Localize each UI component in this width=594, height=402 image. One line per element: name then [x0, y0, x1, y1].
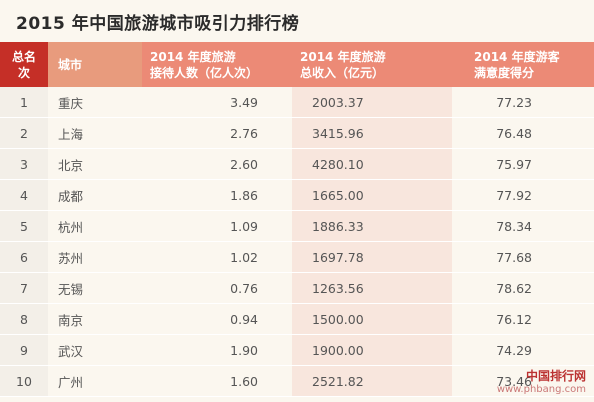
column-header-3: 2014 年度旅游 总收入（亿元） — [292, 42, 452, 87]
table-cell: 1.86 — [142, 179, 292, 211]
table-cell: 78.62 — [452, 272, 594, 304]
table-cell: 1900.00 — [292, 334, 452, 366]
table-cell: 2 — [0, 117, 48, 149]
column-header-1: 城市 — [48, 42, 142, 87]
table-row: 2 上海 2.76 3415.96 76.48 — [0, 117, 594, 149]
table-cell: 78.34 — [452, 210, 594, 242]
table-cell: 上海 — [48, 117, 142, 149]
table-cell: 0.76 — [142, 272, 292, 304]
table-cell: 2.60 — [142, 148, 292, 180]
table-row: 5 杭州 1.09 1886.33 78.34 — [0, 210, 594, 242]
table-cell: 1.09 — [142, 210, 292, 242]
table-cell: 3.49 — [142, 87, 292, 118]
table-row: 7 无锡 0.76 1263.56 78.62 — [0, 272, 594, 304]
table-cell: 9 — [0, 334, 48, 366]
table-cell: 75.97 — [452, 148, 594, 180]
table-cell: 76.48 — [452, 117, 594, 149]
table-cell: 0.94 — [142, 303, 292, 335]
table-cell: 南京 — [48, 303, 142, 335]
column-header-line: 2014 年度旅游 — [150, 49, 236, 64]
column-header-line: 总名 — [11, 49, 36, 64]
table-header-row: 总名次城市 2014 年度旅游 接待人数（亿人次） 2014 年度旅游 总收入（亿元） 2… — [0, 42, 594, 87]
column-header-2: 2014 年度旅游 接待人数（亿人次） — [142, 42, 292, 87]
table-cell: 77.92 — [452, 179, 594, 211]
table-cell: 6 — [0, 241, 48, 273]
table-cell: 1 — [0, 87, 48, 118]
column-header-0: 总名次 — [0, 42, 48, 87]
table-cell: 77.68 — [452, 241, 594, 273]
table-cell: 北京 — [48, 148, 142, 180]
table-cell: 3415.96 — [292, 117, 452, 149]
table-row: 8 南京 0.94 1500.00 76.12 — [0, 303, 594, 335]
table-cell: 73.46 — [452, 365, 594, 397]
table-body: 1 重庆 3.49 2003.37 77.23 2 上海 2.76 3415.96 76.48 3 北… — [0, 87, 594, 397]
table-row: 1 重庆 3.49 2003.37 77.23 — [0, 87, 594, 118]
watermark: 中国排行网 www.phbang.com — [497, 370, 586, 396]
watermark-line1: 中国排行网 — [525, 369, 586, 383]
table-cell: 7 — [0, 272, 48, 304]
table-row: 3 北京 2.60 4280.10 75.97 — [0, 148, 594, 180]
ranking-table: 总名次城市 2014 年度旅游 接待人数（亿人次） 2014 年度旅游 总收入（亿元） 2… — [0, 42, 594, 397]
table-cell: 2521.82 — [292, 365, 452, 397]
table-cell: 76.12 — [452, 303, 594, 335]
table-cell: 杭州 — [48, 210, 142, 242]
column-header-line: 满意度得分 — [474, 65, 535, 80]
table-cell: 重庆 — [48, 87, 142, 118]
table-cell: 无锡 — [48, 272, 142, 304]
table-cell: 1263.56 — [292, 272, 452, 304]
table-cell: 8 — [0, 303, 48, 335]
column-header-line: 2014 年度游客 — [474, 49, 560, 64]
chart-title: 2015 年中国旅游城市吸引力排行榜 — [16, 13, 300, 34]
table-cell: 74.29 — [452, 334, 594, 366]
column-header-line: 接待人数（亿人次） — [150, 65, 259, 80]
table-row: 4 成都 1.86 1665.00 77.92 — [0, 179, 594, 211]
column-header-line: 次 — [17, 65, 30, 80]
table-cell: 1665.00 — [292, 179, 452, 211]
table-row: 6 苏州 1.02 1697.78 77.68 — [0, 241, 594, 273]
table-cell: 苏州 — [48, 241, 142, 273]
column-header-4: 2014 年度游客 满意度得分 — [452, 42, 594, 87]
table-row: 10 广州 1.60 2521.82 73.46 — [0, 365, 594, 397]
table-cell: 3 — [0, 148, 48, 180]
table-cell: 2003.37 — [292, 87, 452, 118]
table-cell: 2.76 — [142, 117, 292, 149]
table-cell: 1.90 — [142, 334, 292, 366]
watermark-line2: www.phbang.com — [496, 384, 586, 395]
column-header-line: 总收入（亿元） — [300, 65, 385, 80]
table-cell: 10 — [0, 365, 48, 397]
table-cell: 1697.78 — [292, 241, 452, 273]
column-header-line: 城市 — [58, 57, 83, 72]
table-cell: 4 — [0, 179, 48, 211]
table-cell: 1.60 — [142, 365, 292, 397]
column-header-line: 2014 年度旅游 — [300, 49, 386, 64]
table-cell: 广州 — [48, 365, 142, 397]
table-cell: 77.23 — [452, 87, 594, 118]
table-cell: 成都 — [48, 179, 142, 211]
table-cell: 武汉 — [48, 334, 142, 366]
table-cell: 5 — [0, 210, 48, 242]
table-row: 9 武汉 1.90 1900.00 74.29 — [0, 334, 594, 366]
table-cell: 1500.00 — [292, 303, 452, 335]
table-cell: 1886.33 — [292, 210, 452, 242]
table-cell: 1.02 — [142, 241, 292, 273]
table-cell: 4280.10 — [292, 148, 452, 180]
